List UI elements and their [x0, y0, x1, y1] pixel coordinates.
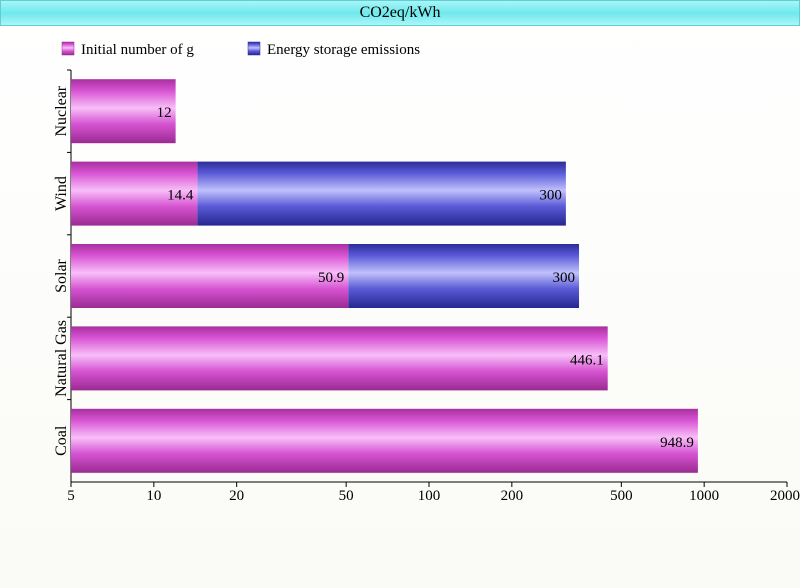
chart-title: CO2eq/kWh — [0, 0, 800, 26]
x-tick-label: 5 — [67, 488, 75, 504]
x-tick-label: 200 — [501, 488, 524, 504]
category-label: Coal — [53, 425, 70, 456]
bars: 12 14.4 300 50.9 300 446.1 948.9 — [71, 79, 698, 473]
legend-label: Energy storage emissions — [267, 42, 420, 58]
bar — [71, 161, 198, 226]
data-label: 300 — [539, 188, 562, 204]
data-label: 12 — [157, 105, 172, 121]
legend-swatch — [61, 41, 75, 56]
category-label: Solar — [53, 258, 70, 292]
data-label: 948.9 — [660, 435, 694, 451]
bar — [197, 161, 566, 226]
y-axis: Nuclear Wind Solar Natural Gas Coal — [53, 69, 71, 456]
bar — [348, 244, 580, 308]
data-label: 50.9 — [318, 270, 344, 286]
x-tick-label: 10 — [146, 488, 161, 504]
bar — [71, 79, 176, 144]
legend: Initial number of g Energy storage emissi… — [61, 41, 420, 58]
category-label: Nuclear — [53, 85, 70, 136]
x-tick-label: 1000 — [689, 488, 719, 504]
bar — [71, 326, 608, 391]
x-tick-label: 20 — [229, 488, 244, 504]
legend-swatch — [247, 41, 261, 56]
category-label: Wind — [53, 176, 70, 211]
bar — [71, 244, 349, 308]
data-label: 446.1 — [570, 352, 604, 368]
x-tick-label: 500 — [610, 488, 633, 504]
bar — [71, 408, 698, 473]
data-label: 300 — [553, 270, 576, 286]
x-axis: 5 10 20 50 100 200 500 1000 2000 — [67, 482, 800, 504]
x-tick-label: 2000 — [770, 488, 800, 504]
x-tick-label: 50 — [339, 488, 354, 504]
x-tick-label: 100 — [418, 488, 441, 504]
legend-label: Initial number of g — [81, 42, 194, 58]
category-label: Natural Gas — [53, 320, 70, 397]
data-label: 14.4 — [167, 188, 194, 204]
